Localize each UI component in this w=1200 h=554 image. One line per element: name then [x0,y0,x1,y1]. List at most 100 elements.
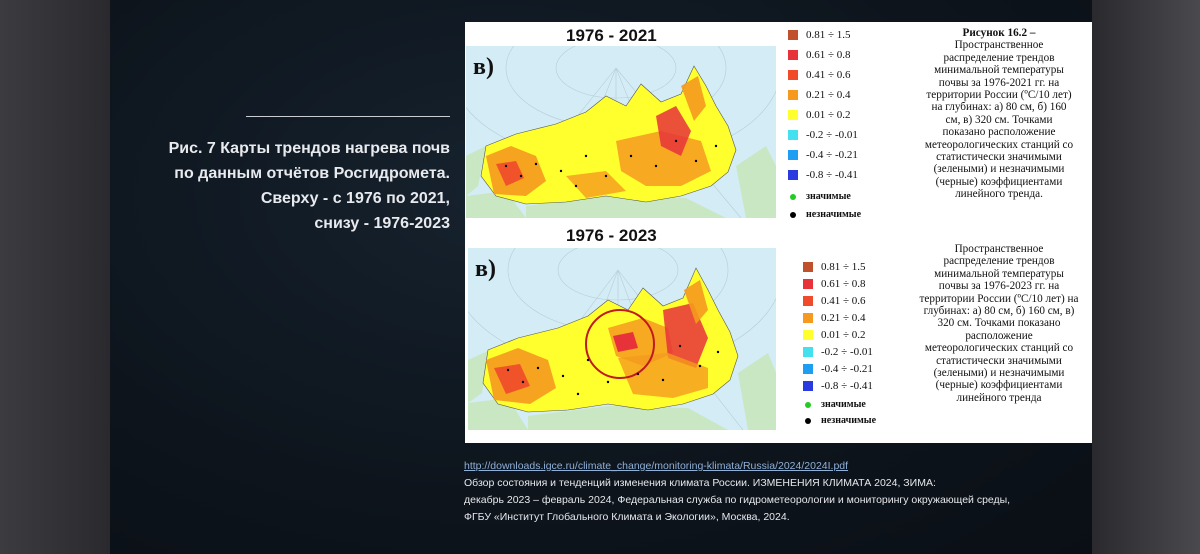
top-map-title: 1976 - 2021 [566,26,657,45]
legend-label: значимые [806,191,851,202]
legend-label: 0.41 ÷ 0.6 [821,295,866,307]
asia-south-land [528,406,728,430]
station-dots [506,344,720,396]
highlight-circle [585,309,655,379]
description-line: минимальной температуры [934,64,1064,77]
slide-caption: Рис. 7 Карты трендов нагрева почв по дан… [110,136,450,236]
description-line: минимальной температуры [934,267,1064,280]
figure-heading: Рисунок 16.2 – [962,27,1036,39]
legend-swatch [788,170,798,180]
legend-swatch [788,110,798,120]
legend-swatch [788,50,798,60]
legend-swatch [803,364,813,374]
taimyr-hot-spot [613,332,638,352]
legend-swatch [803,313,813,323]
source-line-1: Обзор состояния и тенденций изменения кл… [464,477,936,489]
description-line: почвы за 1976-2023 гг. на [938,280,1060,293]
description-line: (черные) коэффициентами [935,379,1063,392]
northeast-warm-zone [684,280,708,324]
legend-label: 0.21 ÷ 0.4 [821,312,866,324]
pacific-land [738,353,776,430]
station-dots [504,139,718,188]
bottom-trend-map [468,248,776,430]
scandinavia-land [468,350,490,403]
description-line: территории России (ºС/10 лет) [926,89,1072,102]
figure-description-top: Рисунок 16.2 – Пространственное распреде… [909,27,1089,201]
taimyr-warm-zone [608,318,673,366]
description-line: см, в) 320 см. Точками [945,113,1053,126]
west-hot-spot [496,161,524,186]
legend-swatch [788,130,798,140]
description-line: Пространственное [954,39,1044,52]
description-line: показано расположение [942,126,1056,139]
legend-label: 0.61 ÷ 0.8 [806,49,851,61]
source-link[interactable]: http://downloads.igce.ru/climate_change/… [464,460,849,472]
legend-label: 0.21 ÷ 0.4 [806,89,851,101]
bottom-map-title: 1976 - 2023 [566,226,657,245]
legend-label: -0.4 ÷ -0.21 [821,363,873,375]
legend-swatch [788,70,798,80]
legend-label: 0.81 ÷ 1.5 [821,261,866,273]
description-line: статистически значимыми [936,151,1062,164]
caption-line-4: снизу - 1976-2023 [314,215,450,232]
south-warm-zone [566,171,626,198]
west-hot-spot [494,364,530,394]
top-trend-map [466,46,776,218]
legend-swatch [803,296,813,306]
northeast-warm-zone [681,76,706,121]
description-line: статистически значимыми [936,354,1062,367]
legend-label: незначимые [806,209,862,220]
legend-swatch [803,347,813,357]
legend-label: значимые [821,399,866,410]
yakutia-hot-spot [656,106,691,156]
caption-line-2: по данным отчётов Росгидромета. [174,165,450,182]
legend-label: 0.01 ÷ 0.2 [806,109,851,121]
left-frame [0,0,110,554]
caption-line-3: Сверху - с 1976 по 2021, [260,190,450,207]
description-line: линейного тренда. [955,188,1043,201]
description-line: (зелеными) и незначимыми [933,163,1065,176]
figure-description-bottom: Пространственное распределение трендов м… [909,243,1089,404]
legend-label: незначимые [821,415,877,426]
description-line: метеорологических станций со [924,342,1074,355]
description-line: распределение трендов [943,255,1055,268]
description-line: Пространственное [954,243,1044,255]
legend-swatch [803,330,813,340]
legend-label: -0.8 ÷ -0.41 [821,380,873,392]
legend-label: -0.8 ÷ -0.41 [806,169,858,181]
scandinavia-land [466,146,486,196]
description-line: (черные) коэффициентами [935,175,1063,188]
source-line-2: декабрь 2023 – февраль 2024, Федеральная… [464,494,1011,506]
legend-label: 0.61 ÷ 0.8 [821,278,866,290]
significant-dot-icon [805,402,811,408]
legend-label: 0.01 ÷ 0.2 [821,329,866,341]
description-line: глубинах: а) 80 см, б) 160 см, в) [923,305,1075,318]
legend-swatch [788,90,798,100]
description-line: расположение [965,329,1033,342]
source-citation: http://downloads.igce.ru/climate_change/… [464,458,1084,526]
legend-label: 0.41 ÷ 0.6 [806,69,851,81]
legend-label: 0.81 ÷ 1.5 [806,29,851,41]
description-line: линейного тренда [956,391,1042,404]
top-panel-letter: в) [473,54,494,80]
insignificant-dot-icon [805,418,811,424]
bottom-panel-letter: в) [475,256,496,282]
description-line: метеорологических станций со [924,138,1074,151]
description-line: на глубинах: а) 80 см, б) 160 [931,101,1067,114]
description-line: (зелеными) и незначимыми [933,367,1065,380]
description-line: 320 см. Точками показано [937,317,1061,330]
insignificant-dot-icon [790,212,796,218]
asia-south-land [526,196,726,218]
description-line: почвы за 1976-2021 гг. на [938,76,1060,89]
right-frame [1092,0,1200,554]
legend-label: -0.4 ÷ -0.21 [806,149,858,161]
caption-divider [246,116,450,117]
pacific-land [736,146,776,218]
legend-swatch [788,30,798,40]
legend-swatch [803,381,813,391]
description-line: территории России (ºС/10 лет) на [919,292,1079,305]
legend-swatch [788,150,798,160]
legend-label: -0.2 ÷ -0.01 [806,129,858,141]
east-warm-zone [616,131,711,186]
significant-dot-icon [790,194,796,200]
